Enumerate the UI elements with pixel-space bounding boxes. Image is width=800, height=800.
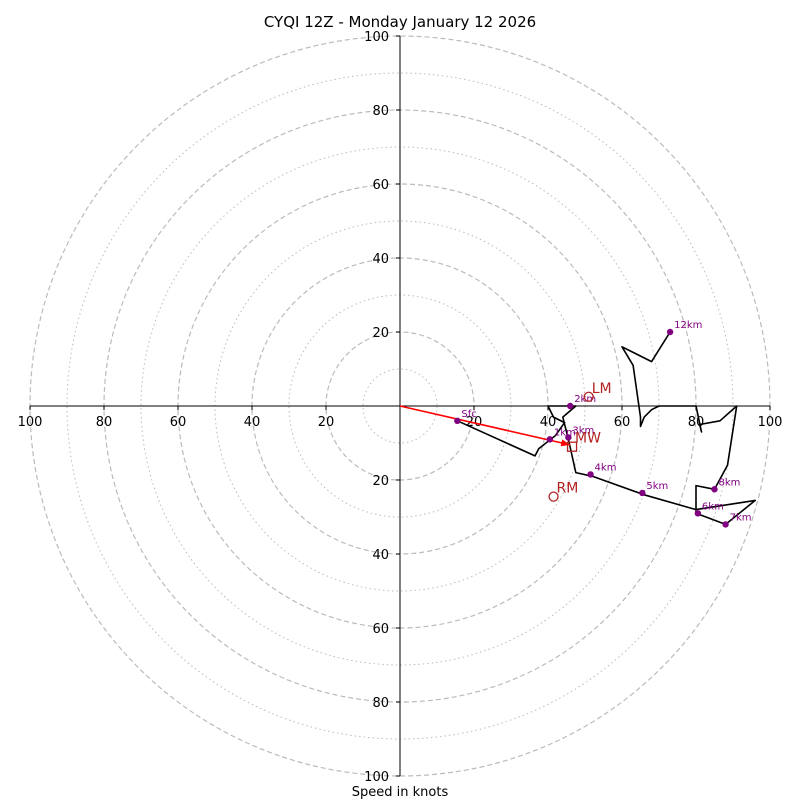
marker-rm bbox=[548, 491, 559, 502]
marker-label: RM bbox=[557, 481, 579, 497]
height-label: 5km bbox=[646, 481, 668, 492]
x-tick-label: 20 bbox=[318, 415, 335, 430]
height-point-2km bbox=[567, 402, 574, 410]
chart-title: CYQI 12Z - Monday January 12 2026 bbox=[264, 13, 536, 31]
x-tick-label: 80 bbox=[688, 415, 705, 430]
y-tick-label: 100 bbox=[364, 770, 389, 785]
marker-label: LM bbox=[592, 381, 612, 397]
shear-vector-line bbox=[399, 405, 571, 446]
x-tick-label: 80 bbox=[96, 415, 113, 430]
x-tick-label: 100 bbox=[18, 415, 43, 430]
marker-mw bbox=[566, 441, 578, 452]
storm-motion-markers: LM MW RM bbox=[548, 381, 612, 502]
y-tick-label: 80 bbox=[372, 696, 389, 711]
height-label: 4km bbox=[595, 462, 617, 473]
height-point-4km bbox=[587, 471, 594, 478]
x-tick-label: 40 bbox=[540, 415, 557, 430]
height-point-7km bbox=[722, 521, 729, 528]
tick-labels: 1008060402020406080100100806040202040608… bbox=[18, 30, 783, 785]
height-point-12km bbox=[666, 328, 674, 336]
height-point-6km bbox=[694, 510, 702, 517]
y-tick-label: 20 bbox=[372, 474, 389, 489]
height-label: 3km bbox=[572, 425, 594, 436]
x-tick-label: 60 bbox=[614, 415, 631, 430]
x-axis-label: Speed in knots bbox=[352, 785, 449, 800]
height-point-Sfc bbox=[454, 417, 461, 424]
y-tick-label: 20 bbox=[372, 326, 389, 341]
y-tick-label: 40 bbox=[372, 548, 389, 563]
height-point-5km bbox=[639, 489, 646, 497]
height-label: Sfc bbox=[461, 409, 476, 420]
x-tick-label: 60 bbox=[170, 415, 187, 430]
marker-label: MW bbox=[575, 431, 601, 447]
height-label: 8km bbox=[719, 477, 741, 488]
height-label: 12km bbox=[674, 320, 702, 331]
y-tick-label: 60 bbox=[372, 622, 389, 637]
x-tick-label: 100 bbox=[758, 415, 783, 430]
height-point-1km bbox=[546, 436, 554, 443]
y-tick-label: 80 bbox=[372, 104, 389, 119]
y-tick-label: 60 bbox=[372, 178, 389, 193]
height-label: 1km bbox=[554, 427, 576, 438]
hodograph-trace bbox=[457, 331, 757, 526]
height-point-3km bbox=[565, 434, 572, 441]
height-label: 7km bbox=[730, 512, 752, 523]
hodograph-line bbox=[457, 331, 757, 526]
height-label: 6km bbox=[702, 501, 724, 512]
height-point-8km bbox=[711, 486, 718, 493]
y-tick-label: 40 bbox=[372, 252, 389, 267]
x-tick-label: 40 bbox=[244, 415, 261, 430]
marker-lm bbox=[583, 391, 594, 402]
y-tick-label: 100 bbox=[364, 30, 389, 45]
